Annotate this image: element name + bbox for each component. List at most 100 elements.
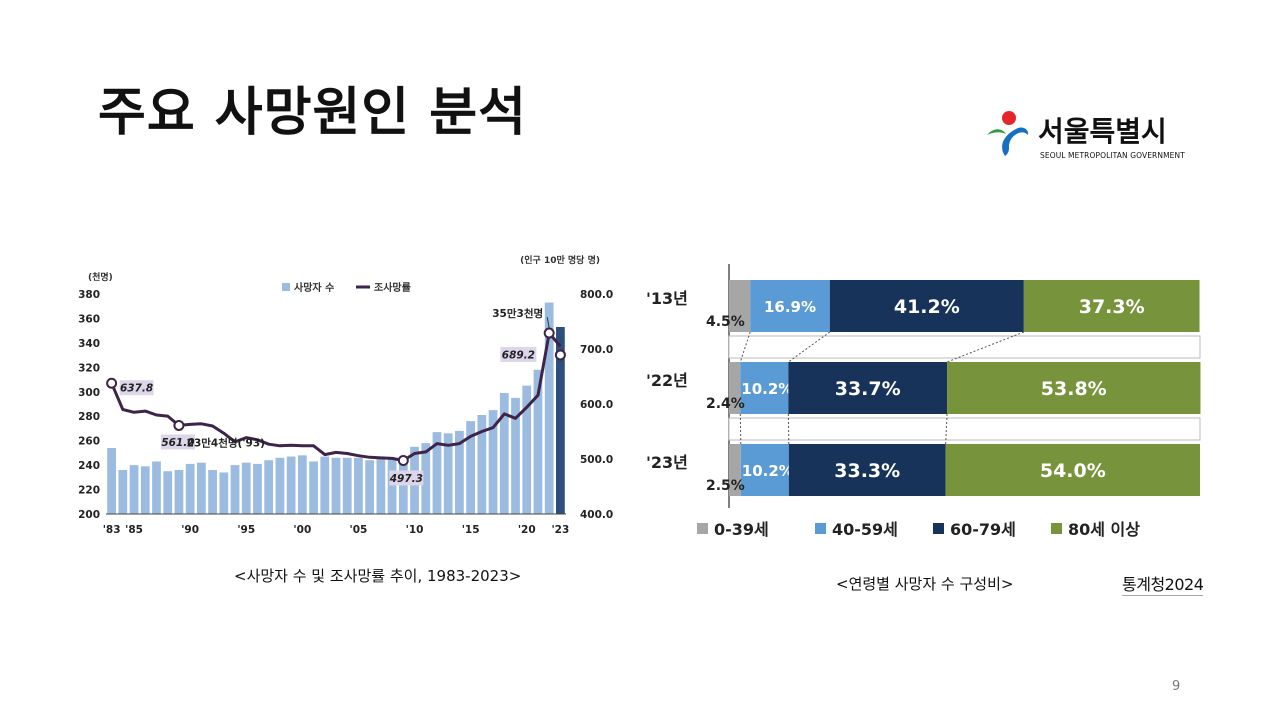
bar-deaths-2013 — [443, 433, 453, 514]
segment-label-2-2: 33.3% — [834, 460, 900, 482]
left-axis-tick: 340 — [78, 338, 100, 350]
segment-label-0-3: 37.3% — [1079, 296, 1145, 318]
left-axis-unit: (천명) — [88, 271, 113, 283]
x-axis-tick: '00 — [293, 524, 311, 536]
row-label-2: '23년 — [646, 453, 688, 472]
legend-swatch-2 — [933, 523, 944, 534]
left-axis-tick: 260 — [78, 436, 100, 448]
legend-swatch-3 — [1051, 523, 1062, 534]
bar-deaths-2020 — [522, 385, 532, 514]
segment-0-3 — [1023, 280, 1200, 332]
deaths-trend-chart: (천명) (인구 10만 명당 명) 사망자 수 조사망률 200 220 240 260 28… — [78, 254, 613, 536]
bar-deaths-1989 — [174, 470, 184, 514]
x-axis-tick: '95 — [237, 524, 255, 536]
marker-2023 — [554, 349, 566, 361]
x-axis-tick: '23 — [551, 524, 569, 536]
connector-1-2 — [945, 413, 948, 445]
left-axis-tick: 280 — [78, 411, 100, 423]
annotation-689-2: 689.2 — [502, 349, 535, 361]
marker-2009 — [397, 454, 409, 466]
row-label-0: '13년 — [646, 289, 688, 308]
bar-deaths-2021 — [533, 369, 543, 514]
bar-deaths-2000 — [297, 455, 307, 514]
bar-deaths-1994 — [230, 465, 240, 514]
segment-0-1 — [750, 280, 830, 332]
annotation-peak-leader — [546, 316, 550, 329]
legend-label-3: 80세 이상 — [1068, 520, 1140, 539]
right-axis-tick: 600.0 — [580, 399, 613, 411]
legend-label-2: 60-79세 — [950, 520, 1016, 539]
logo-name: 서울특별시 — [1038, 115, 1167, 148]
bar-deaths-2002 — [320, 456, 330, 514]
page-number: 9 — [1172, 679, 1181, 694]
bar-deaths-2004 — [342, 457, 352, 514]
bar-deaths-2003 — [331, 457, 341, 514]
marker-2022 — [543, 327, 555, 339]
bar-deaths-2006 — [365, 460, 375, 514]
legend-deaths-label: 사망자 수 — [294, 281, 334, 294]
x-axis-tick: '05 — [350, 524, 368, 536]
bar-deaths-2015 — [466, 421, 476, 514]
right-axis-unit: (인구 10만 명당 명) — [520, 254, 600, 266]
bar-deaths-1995 — [241, 462, 251, 514]
seoul-logo: 서울특별시 SEOUL METROPOLITAN GOVERNMENT — [984, 108, 1204, 164]
legend-deaths-swatch — [282, 283, 290, 291]
logo-subtitle: SEOUL METROPOLITAN GOVERNMENT — [1040, 151, 1185, 160]
x-axis-tick: '10 — [406, 524, 424, 536]
segment-2-1 — [740, 444, 789, 496]
annotation-637-8-bg — [119, 380, 154, 396]
bar-deaths-2011 — [421, 443, 431, 514]
segment-1-2 — [788, 362, 948, 414]
left-axis-tick: 220 — [78, 485, 100, 497]
bar-deaths-1985 — [129, 465, 139, 514]
left-axis-tick: 320 — [78, 362, 100, 374]
bar-deaths-1999 — [286, 456, 296, 514]
left-axis-tick: 240 — [78, 460, 100, 472]
row-small-label-0: 4.5% — [706, 314, 745, 330]
segment-1-1 — [740, 362, 789, 414]
bar-deaths-1996 — [253, 463, 262, 514]
bar-deaths-2008 — [387, 457, 397, 514]
segment-label-1-3: 53.8% — [1041, 378, 1107, 400]
marker-1989 — [173, 419, 185, 431]
annotation-561-0-bg — [160, 434, 195, 450]
segment-1-3 — [947, 362, 1201, 414]
x-axis-tick: '15 — [462, 524, 480, 536]
segment-label-1-1: 10.2% — [741, 380, 793, 398]
left-axis-tick: 200 — [78, 509, 100, 521]
annotation-637-8: 637.8 — [120, 383, 153, 395]
right-axis-tick: 500.0 — [580, 454, 613, 466]
seoul-symbol-icon — [987, 111, 1029, 156]
bar-deaths-2007 — [376, 459, 386, 514]
left-chart-caption: <사망자 수 및 조사망률 추이, 1983-2023> — [234, 567, 522, 585]
age-composition-chart: 16.9% 41.2% 37.3% '13년 4.5% 10.2% 33.7% 53.8% '2… — [646, 264, 1201, 539]
connector-0-1 — [788, 331, 831, 363]
bar-deaths-1992 — [208, 470, 217, 514]
legend-swatch-1 — [815, 523, 826, 534]
x-axis-tick: '20 — [518, 524, 536, 536]
bar-deaths-1998 — [275, 457, 285, 514]
bar-deaths-1983 — [107, 448, 116, 514]
bar-deaths-2023 — [556, 327, 565, 514]
bar-deaths-2012 — [432, 432, 442, 514]
annotation-689-2-bg — [500, 346, 537, 362]
legend-rate-label: 조사망률 — [374, 281, 411, 294]
segment-0-2 — [829, 280, 1024, 332]
bar-deaths-2001 — [309, 461, 318, 514]
bar-deaths-1984 — [118, 470, 128, 514]
marker-1983 — [106, 377, 118, 389]
bar-deaths-2016 — [477, 415, 487, 514]
x-axis-tick: '83 — [103, 524, 121, 536]
bar-deaths-1986 — [140, 466, 150, 514]
legend-swatch-0 — [697, 523, 708, 534]
segment-2-2 — [788, 444, 946, 496]
bar-deaths-1988 — [163, 471, 173, 514]
bar-deaths-1991 — [196, 462, 206, 514]
legend-label-1: 40-59세 — [832, 520, 898, 539]
gap-band-2 — [728, 417, 1201, 441]
bar-deaths-1997 — [264, 460, 274, 514]
row-small-label-1: 2.4% — [706, 396, 745, 412]
bar-deaths-2014 — [455, 430, 464, 514]
segment-label-0-2: 41.2% — [894, 296, 960, 318]
right-axis-tick: 700.0 — [580, 344, 613, 356]
